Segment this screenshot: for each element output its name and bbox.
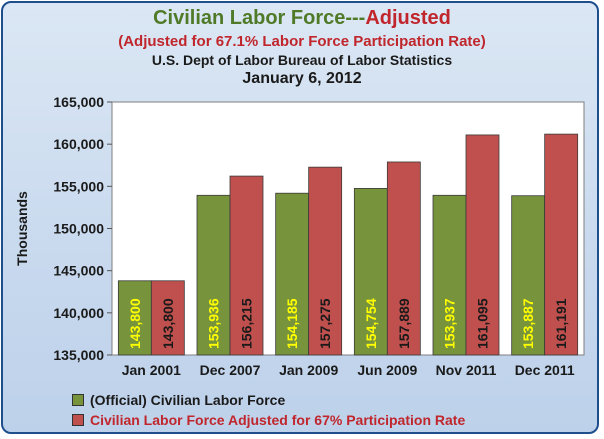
data-label-adjusted: 157,275 xyxy=(317,298,333,349)
y-tick-label: 135,000 xyxy=(53,347,104,363)
chart-titles: Civilian Labor Force---Adjusted (Adjuste… xyxy=(0,6,604,89)
data-label-adjusted: 161,095 xyxy=(475,298,491,349)
bar-adjusted xyxy=(308,166,343,356)
legend-label-official: (Official) Civilian Labor Force xyxy=(90,392,286,408)
data-label-adjusted: 161,191 xyxy=(553,298,569,349)
legend: (Official) Civilian Labor Force Civilian… xyxy=(72,390,465,430)
legend-item-official: (Official) Civilian Labor Force xyxy=(72,390,465,410)
y-tick-label: 145,000 xyxy=(53,263,104,279)
chart-subtitle-source: U.S. Dept of Labor Bureau of Labor Stati… xyxy=(151,52,453,68)
chart-title-main: Civilian Labor Force--- xyxy=(153,7,366,29)
y-axis-label: Thousands xyxy=(14,191,30,266)
y-tick-label: 165,000 xyxy=(53,94,104,110)
y-tick-label: 160,000 xyxy=(53,136,104,152)
chart-subtitle-date: January 6, 2012 xyxy=(242,70,362,87)
chart-subtitle-rate: (Adjusted for 67.1% Labor Force Particip… xyxy=(118,33,486,50)
data-label-adjusted: 143,800 xyxy=(160,298,176,349)
x-tick-label: Nov 2011 xyxy=(436,362,497,378)
x-tick-label: Jun 2009 xyxy=(357,362,417,378)
data-label-official: 153,936 xyxy=(206,298,222,349)
chart-title: Civilian Labor Force---Adjusted xyxy=(0,6,604,30)
legend-item-adjusted: Civilian Labor Force Adjusted for 67% Pa… xyxy=(72,410,465,430)
x-tick-label: Dec 2007 xyxy=(200,362,261,378)
y-tick-label: 155,000 xyxy=(53,178,104,194)
bar-official xyxy=(511,195,546,356)
x-tick-label: Jan 2001 xyxy=(122,362,181,378)
bar-adjusted xyxy=(544,133,579,356)
legend-label-adjusted: Civilian Labor Force Adjusted for 67% Pa… xyxy=(90,412,466,428)
bar-official xyxy=(117,280,152,356)
legend-swatch-official xyxy=(72,394,84,406)
bar-adjusted xyxy=(386,161,421,356)
data-label-official: 153,937 xyxy=(442,298,458,349)
x-tick-label: Jan 2009 xyxy=(279,362,338,378)
chart-title-adjusted: Adjusted xyxy=(365,7,451,29)
data-label-official: 154,185 xyxy=(284,298,300,349)
data-label-adjusted: 157,889 xyxy=(396,298,412,349)
bar-adjusted xyxy=(150,280,185,356)
y-tick-label: 140,000 xyxy=(53,305,104,321)
data-label-official: 154,754 xyxy=(363,298,379,349)
bar-official xyxy=(432,194,467,356)
y-tick-label: 150,000 xyxy=(53,221,104,237)
bar-official xyxy=(196,194,231,356)
data-label-official: 143,800 xyxy=(127,298,143,349)
data-label-official: 153,887 xyxy=(520,298,536,349)
bar-official xyxy=(353,188,388,356)
legend-swatch-adjusted xyxy=(72,414,84,426)
plot-area xyxy=(111,101,585,356)
x-tick-label: Dec 2011 xyxy=(515,362,575,378)
bar-adjusted xyxy=(465,134,500,356)
bar-adjusted xyxy=(229,175,264,356)
data-label-adjusted: 156,215 xyxy=(239,298,255,349)
